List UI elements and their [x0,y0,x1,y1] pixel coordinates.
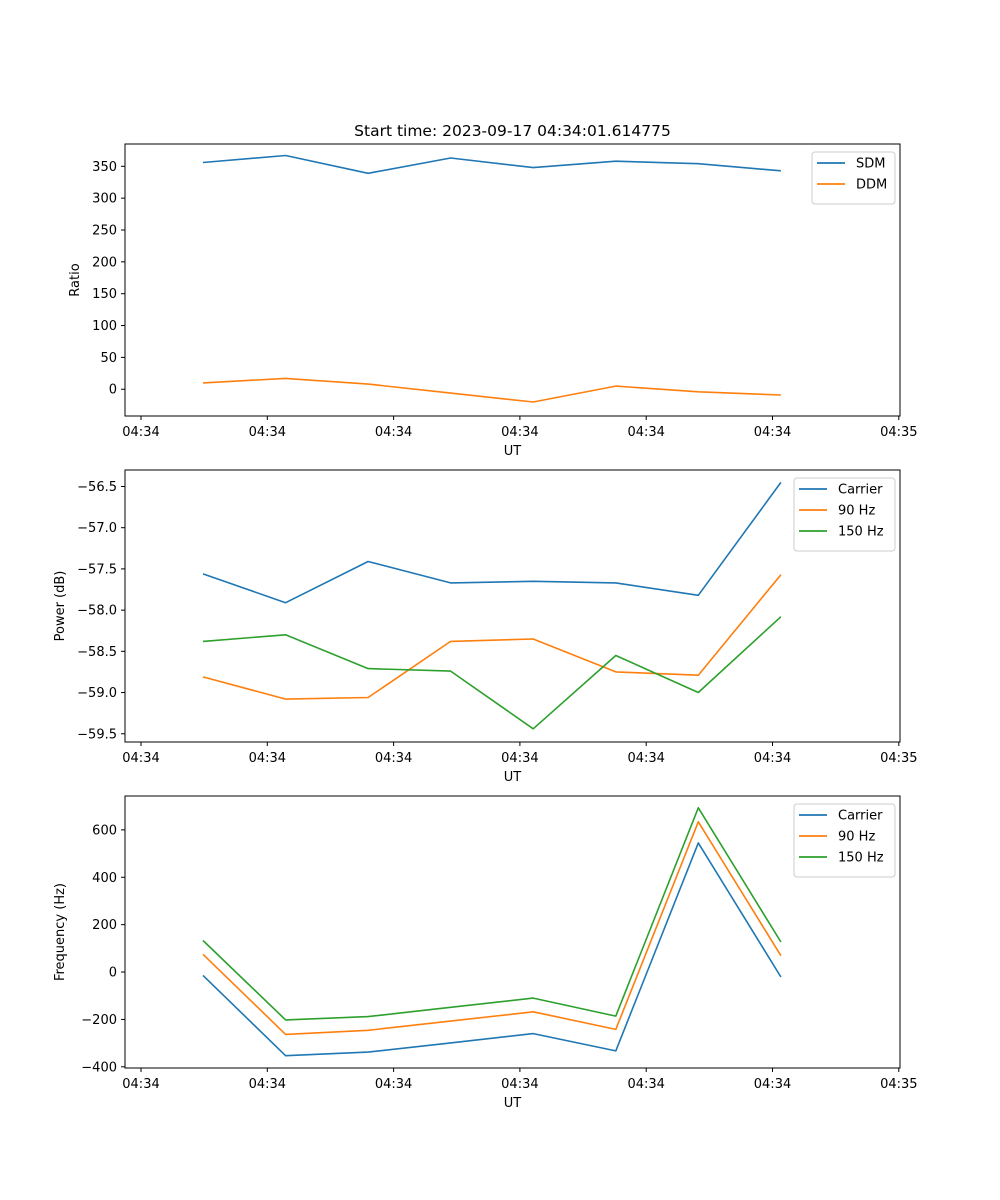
legend-label-150-hz: 150 Hz [838,851,884,866]
x-tick-label: 04:34 [375,1077,412,1092]
series-line-90-hz [202,820,782,1036]
y-tick-label: −57.5 [77,562,117,577]
plot-frame [124,143,901,417]
x-tick-label: 04:34 [122,425,159,440]
y-tick-label: 50 [100,351,117,366]
x-tick-label: 04:34 [122,751,159,766]
x-tick-label: 04:34 [122,1077,159,1092]
x-tick-label: 04:35 [880,751,917,766]
x-axis-label: UT [504,1096,522,1111]
y-tick-label: 200 [92,918,117,933]
x-tick-label: 04:34 [375,751,412,766]
x-tick-label: 04:35 [880,425,917,440]
y-tick-label: 300 [92,192,117,207]
y-tick-label: 400 [92,871,117,886]
x-tick-label: 04:35 [880,1077,917,1092]
y-tick-label: 600 [92,823,117,838]
x-tick-label: 04:34 [754,1077,791,1092]
legend-label-90-hz: 90 Hz [838,830,875,845]
legend-label-90-hz: 90 Hz [838,504,875,519]
x-tick-label: 04:34 [375,425,412,440]
y-tick-label: −58.0 [77,604,117,619]
y-tick-label: 250 [92,223,117,238]
x-axis-label: UT [504,444,522,459]
y-tick-label: −200 [81,1013,117,1028]
y-tick-label: −57.0 [77,521,117,536]
series-line-150-hz [202,806,782,1021]
legend-box [793,477,896,552]
y-tick-label: 0 [109,383,117,398]
x-tick-label: 04:34 [249,1077,286,1092]
x-tick-label: 04:34 [627,1077,664,1092]
legend-box [793,803,896,878]
legend-label-sdm: SDM [856,157,885,172]
y-tick-label: −59.5 [77,727,117,742]
y-tick-label: −59.0 [77,686,117,701]
y-tick-label: −58.5 [77,645,117,660]
y-axis-label: Frequency (Hz) [53,883,68,981]
x-tick-label: 04:34 [627,425,664,440]
chart-title: Start time: 2023-09-17 04:34:01.614775 [354,122,671,140]
legend-box [811,151,896,205]
series-line-carrier [202,481,782,604]
x-tick-label: 04:34 [754,751,791,766]
plot-frame [124,795,901,1069]
legend-label-carrier: Carrier [838,809,883,824]
x-tick-label: 04:34 [501,425,538,440]
plot-frame [124,469,901,743]
y-tick-label: −56.5 [77,480,117,495]
series-line-150-hz [202,616,782,730]
x-tick-label: 04:34 [754,425,791,440]
legend-label-150-hz: 150 Hz [838,525,884,540]
y-tick-label: 150 [92,287,117,302]
x-tick-label: 04:34 [627,751,664,766]
x-tick-label: 04:34 [249,751,286,766]
x-tick-label: 04:34 [249,425,286,440]
y-tick-label: 100 [92,319,117,334]
y-tick-label: 200 [92,255,117,270]
y-tick-label: 0 [109,966,117,981]
series-line-carrier [202,842,782,1057]
series-line-ddm [202,377,781,403]
legend-label-carrier: Carrier [838,483,883,498]
y-axis-label: Power (dB) [53,571,68,642]
y-axis-label: Ratio [68,263,83,296]
x-axis-label: UT [504,770,522,785]
series-line-sdm [202,154,781,175]
x-tick-label: 04:34 [501,1077,538,1092]
y-tick-label: −400 [81,1060,117,1075]
y-tick-label: 350 [92,160,117,175]
series-line-90-hz [202,574,782,700]
x-tick-label: 04:34 [501,751,538,766]
legend-label-ddm: DDM [856,178,887,193]
